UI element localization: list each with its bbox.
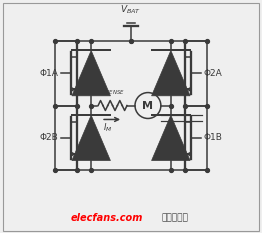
Polygon shape — [152, 51, 190, 96]
Text: Φ2B: Φ2B — [40, 133, 58, 142]
FancyBboxPatch shape — [3, 3, 259, 231]
Text: elecfans.com: elecfans.com — [70, 213, 143, 223]
Text: Φ1B: Φ1B — [204, 133, 223, 142]
Polygon shape — [72, 51, 110, 96]
Text: M: M — [143, 100, 154, 110]
Text: 电子发烧友: 电子发烧友 — [162, 214, 189, 223]
Text: $V_{BAT}$: $V_{BAT}$ — [121, 3, 141, 16]
Text: Φ1A: Φ1A — [39, 69, 58, 78]
Text: $I_M$: $I_M$ — [103, 121, 112, 134]
Text: Φ2A: Φ2A — [204, 69, 222, 78]
Text: $R_{SENSE}$: $R_{SENSE}$ — [100, 84, 125, 96]
Polygon shape — [152, 115, 190, 161]
Polygon shape — [72, 115, 110, 161]
